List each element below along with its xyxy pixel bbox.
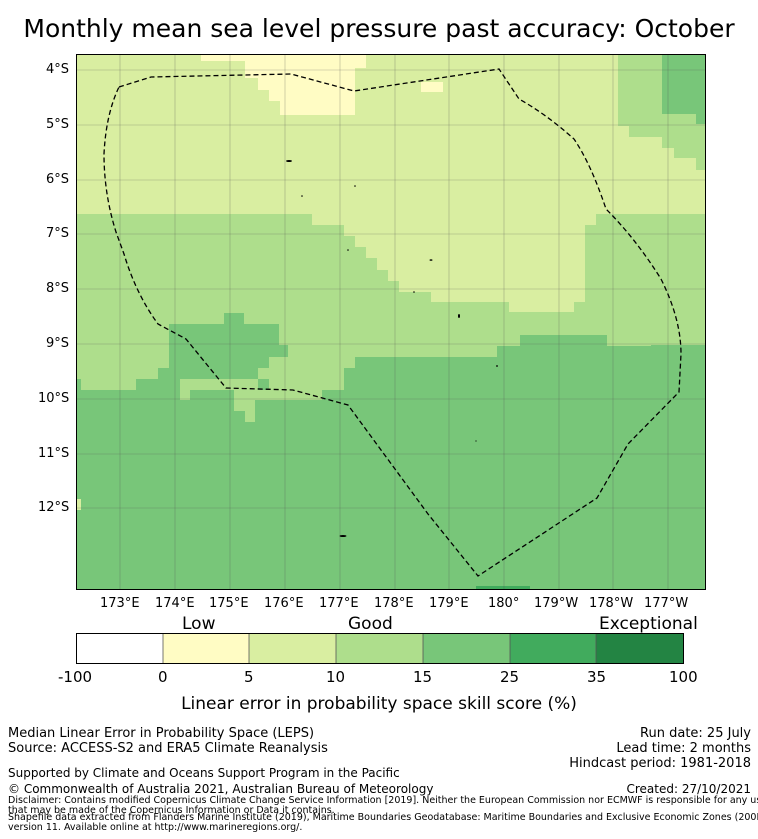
lat-label: 10°S — [38, 391, 70, 406]
lon-label: 175°E — [209, 596, 249, 611]
eez-boundary — [103, 68, 682, 577]
colorbar-tick: -100 — [58, 668, 93, 686]
footer-lead-time: Lead time: 2 months — [616, 741, 751, 756]
colorbar-tick: 15 — [413, 668, 433, 686]
lon-label: 173°E — [100, 596, 140, 611]
colorbar-segment — [423, 633, 510, 664]
low-zone-small — [421, 82, 443, 92]
lon-label: 179°W — [534, 596, 579, 611]
footer-support: Supported by Climate and Oceans Support … — [8, 766, 400, 780]
lat-label: 11°S — [38, 446, 70, 461]
colorbar-segment — [336, 633, 423, 664]
colorbar-tick: 5 — [244, 668, 254, 686]
good-zone-pocket — [180, 379, 266, 411]
colorbar-category: Exceptional — [599, 614, 698, 634]
colorbar-tick: 100 — [669, 668, 698, 686]
colorbar-tick: 35 — [587, 668, 607, 686]
lat-label: 5°S — [46, 117, 70, 132]
good-high-zone-ne — [662, 54, 706, 124]
lat-label: 7°S — [46, 226, 70, 241]
lat-label: 12°S — [38, 500, 70, 515]
lat-label: 8°S — [46, 281, 70, 296]
low-zone — [201, 54, 366, 115]
gridlines — [76, 54, 706, 590]
good-light-patch — [76, 499, 81, 510]
colorbar-segment — [596, 633, 684, 664]
colorbar-tick: 25 — [500, 668, 520, 686]
map-border — [76, 54, 706, 590]
lon-label: 180° — [488, 596, 520, 611]
colorbar-tick: 10 — [326, 668, 346, 686]
lon-label: 176°E — [264, 596, 304, 611]
footer-disclaimer: that may be made of the Copernicus Infor… — [8, 805, 335, 816]
exceptional-strip — [476, 586, 530, 590]
footer-copyright: © Commonwealth of Australia 2021, Austra… — [8, 782, 434, 796]
colorbar-title: Linear error in probability space skill … — [181, 694, 577, 714]
lon-label: 174°E — [155, 596, 195, 611]
footer-run-date: Run date: 25 July — [640, 726, 751, 741]
colorbar-segment — [163, 633, 249, 664]
lat-label: 9°S — [46, 336, 70, 351]
footer-disclaimer: Disclaimer: Contains modified Copernicus… — [8, 795, 758, 806]
lon-label: 177°E — [319, 596, 359, 611]
lon-label: 179°E — [429, 596, 469, 611]
lon-label: 177°W — [644, 596, 689, 611]
colorbar-segment — [510, 633, 596, 664]
colorbar — [76, 633, 684, 664]
lat-label: 4°S — [46, 62, 70, 77]
chart-title: Monthly mean sea level pressure past acc… — [23, 14, 735, 43]
footer-created: Created: 27/10/2021 — [626, 782, 751, 796]
footer-source: Source: ACCESS-S2 and ERA5 Climate Reana… — [8, 741, 328, 756]
lon-label: 178°W — [589, 596, 634, 611]
footer-method: Median Linear Error in Probability Space… — [8, 726, 315, 741]
footer-hindcast: Hindcast period: 1981-2018 — [569, 756, 751, 771]
footer-shapefile: version 11. Available online at http://w… — [8, 822, 303, 833]
map-panel — [76, 54, 706, 590]
colorbar-category: Low — [182, 614, 216, 634]
colorbar-category: Good — [348, 614, 393, 634]
colorbar-segment — [76, 633, 163, 664]
colorbar-tick: 0 — [158, 668, 168, 686]
footer-shapefile: Shapefile data extracted from Flanders M… — [8, 812, 758, 823]
skill-map — [76, 54, 706, 590]
lon-label: 178°E — [374, 596, 414, 611]
colorbar-segment — [249, 633, 336, 664]
lat-label: 6°S — [46, 172, 70, 187]
islands — [286, 160, 498, 537]
